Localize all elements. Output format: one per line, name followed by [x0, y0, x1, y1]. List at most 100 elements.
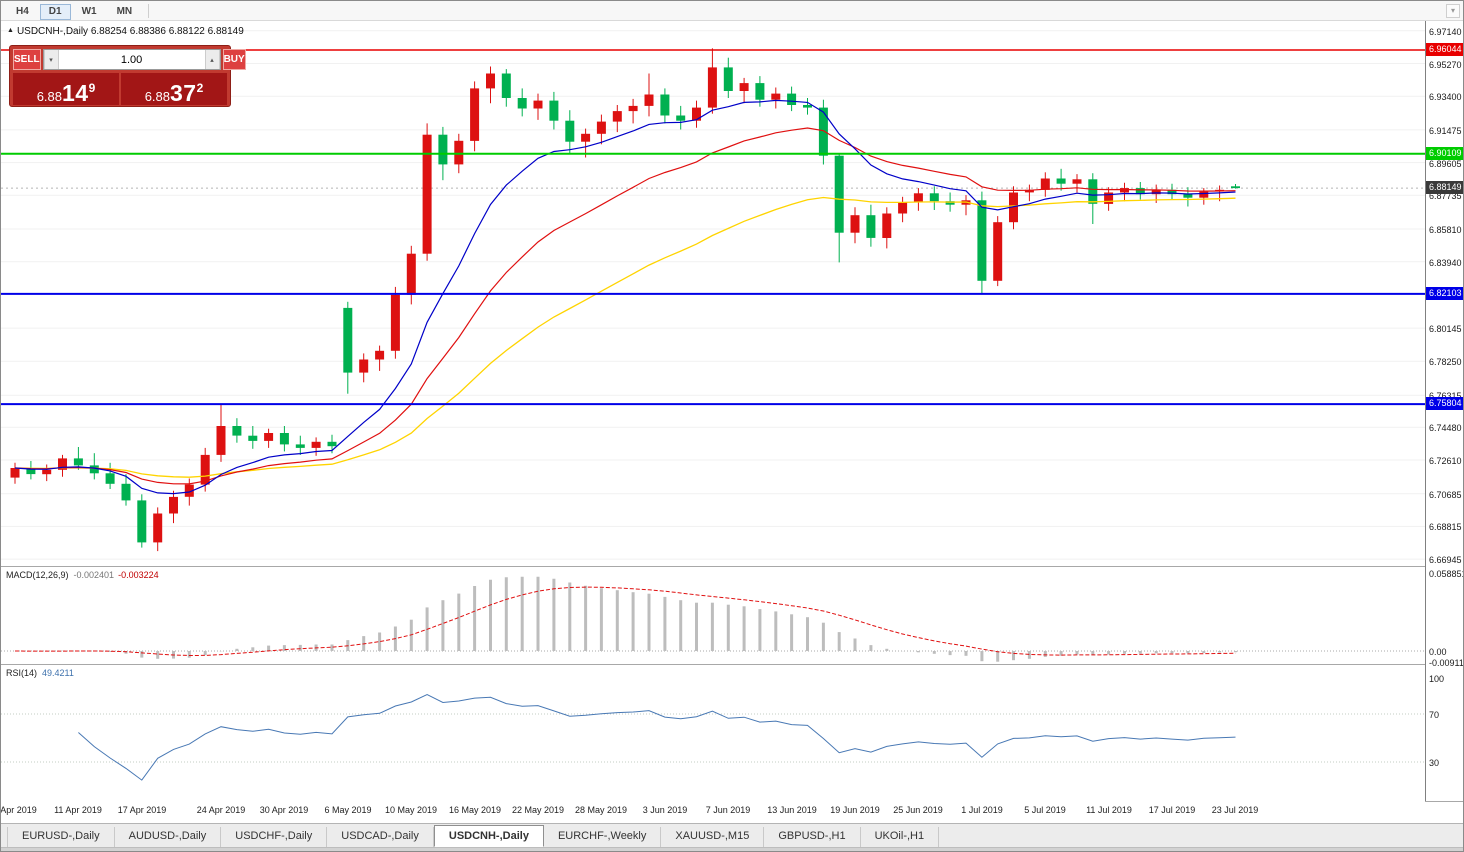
candle: [1056, 168, 1066, 191]
chart-tab[interactable]: UKOil-,H1: [861, 827, 940, 847]
date-tick-label: 7 Jun 2019: [705, 805, 751, 815]
price-tick-label: 6.76315: [1429, 391, 1462, 401]
candle: [771, 87, 781, 109]
sell-price-display[interactable]: 6.88149: [13, 73, 119, 105]
chart-tab[interactable]: AUDUSD-,Daily: [115, 827, 222, 847]
chart-tab[interactable]: USDCNH-,Daily: [433, 825, 544, 847]
chart-tab[interactable]: EURUSD-,Daily: [7, 827, 115, 847]
candle: [1009, 186, 1018, 230]
candle: [993, 216, 1003, 287]
candle: [42, 464, 52, 482]
price-tick-label: 6.89605: [1429, 159, 1462, 169]
price-tick-label: 6.80145: [1429, 324, 1462, 334]
price-tick-label: 6.91475: [1429, 126, 1462, 136]
candle: [200, 447, 210, 492]
price-tick-label: 6.87735: [1429, 191, 1462, 201]
chart-collapse-icon[interactable]: ▲: [7, 27, 14, 34]
date-tick-label: 23 Jul 2019: [1211, 805, 1259, 815]
timeframe-button-h4[interactable]: H4: [7, 4, 38, 20]
timeframe-button-mn[interactable]: MN: [108, 4, 142, 20]
candle: [644, 73, 654, 117]
date-tick-label: 1 Jul 2019: [961, 805, 1003, 815]
candle: [1088, 173, 1098, 224]
macd-tick-label: -0.009116: [1429, 658, 1464, 668]
candle: [279, 426, 289, 452]
chart-title: ▲ USDCNH-,Daily 6.88254 6.88386 6.88122 6…: [7, 26, 244, 37]
date-tick-label: 30 Apr 2019: [259, 805, 309, 815]
candle: [1183, 187, 1193, 207]
candle: [105, 462, 115, 489]
candle: [1104, 187, 1114, 211]
candle: [486, 66, 495, 104]
date-tick-label: 3 Jun 2019: [642, 805, 688, 815]
date-tick-label: 10 May 2019: [384, 805, 438, 815]
candle: [1072, 174, 1082, 193]
date-tick-label: 6 May 2019: [324, 805, 372, 815]
price-axis[interactable]: 6.97140 6.95270 6.93400 6.91475 6.89605 6.877…: [1425, 21, 1464, 801]
candle: [169, 490, 178, 524]
rsi-tick-label: 100: [1429, 674, 1445, 684]
price-tick-label: 6.97140: [1429, 27, 1462, 37]
rsi-indicator-canvas[interactable]: [1, 664, 1425, 801]
price-chart-canvas[interactable]: [1, 21, 1425, 566]
date-tick-label: 11 Apr 2019: [54, 805, 102, 815]
toolbar-overflow-button[interactable]: ▾: [1446, 4, 1460, 18]
chart-tab[interactable]: USDCAD-,Daily: [327, 827, 434, 847]
volume-decrease-icon[interactable]: ▾: [43, 50, 59, 69]
candle: [311, 437, 321, 456]
macd-tick-label: 0.058851: [1429, 569, 1464, 579]
candle: [390, 286, 400, 359]
candle: [121, 474, 131, 506]
candle: [1024, 184, 1034, 202]
candle: [787, 86, 797, 112]
timeframe-button-d1[interactable]: D1: [39, 4, 71, 20]
candle: [264, 428, 274, 448]
candle: [375, 345, 385, 371]
candle: [723, 57, 733, 98]
price-tick-label: 6.93400: [1429, 92, 1462, 102]
macd-signal-value: -0.003224: [118, 570, 159, 580]
date-axis[interactable]: 5 Apr 2019 11 Apr 2019 17 Apr 2019 24 Apr 2…: [1, 801, 1425, 823]
candle: [26, 461, 36, 480]
candle: [1040, 172, 1050, 197]
macd-main-value: -0.002401: [73, 570, 115, 580]
candle: [707, 48, 717, 114]
bottom-scrollbar[interactable]: [1, 847, 1463, 851]
candle: [343, 301, 353, 394]
level-price-badge: 6.96044: [1426, 43, 1463, 56]
macd-label: MACD(12,26,9) -0.002401 -0.003224: [6, 570, 159, 580]
candle: [882, 207, 892, 249]
candle: [692, 100, 701, 128]
price-tick-label: 6.78250: [1429, 357, 1462, 367]
timeframe-button-w1[interactable]: W1: [73, 4, 106, 20]
price-tick-label: 6.70685: [1429, 490, 1462, 500]
candle: [517, 88, 527, 117]
macd-indicator-canvas[interactable]: [1, 566, 1425, 664]
date-tick-label: 16 May 2019: [448, 805, 502, 815]
candle: [501, 69, 511, 107]
volume-increase-icon[interactable]: ▴: [204, 50, 220, 69]
candle: [1120, 182, 1129, 202]
candle: [58, 454, 67, 477]
ma-slow-line: [14, 196, 1236, 478]
panel-divider[interactable]: [1, 664, 1463, 665]
chart-symbol-label: USDCNH-,Daily: [16, 26, 89, 37]
candle: [1135, 182, 1145, 200]
candle: [898, 196, 908, 223]
chart-tab[interactable]: USDCHF-,Daily: [221, 827, 328, 847]
candle: [470, 81, 480, 152]
chart-tab[interactable]: EURCHF-,Weekly: [544, 827, 662, 847]
candle: [834, 153, 844, 263]
candle: [913, 188, 923, 211]
sell-button[interactable]: SELL: [13, 49, 41, 70]
chart-tab[interactable]: XAUUSD-,M15: [661, 827, 765, 847]
current-price-badge: 6.88149: [1426, 181, 1463, 194]
panel-divider[interactable]: [1, 566, 1463, 567]
buy-button[interactable]: BUY: [222, 49, 246, 70]
date-tick-label: 22 May 2019: [511, 805, 565, 815]
candle: [739, 77, 749, 104]
buy-price-display[interactable]: 6.88372: [121, 73, 227, 105]
chart-tab[interactable]: GBPUSD-,H1: [764, 827, 861, 847]
volume-input[interactable]: [58, 50, 205, 69]
candle: [406, 245, 416, 305]
